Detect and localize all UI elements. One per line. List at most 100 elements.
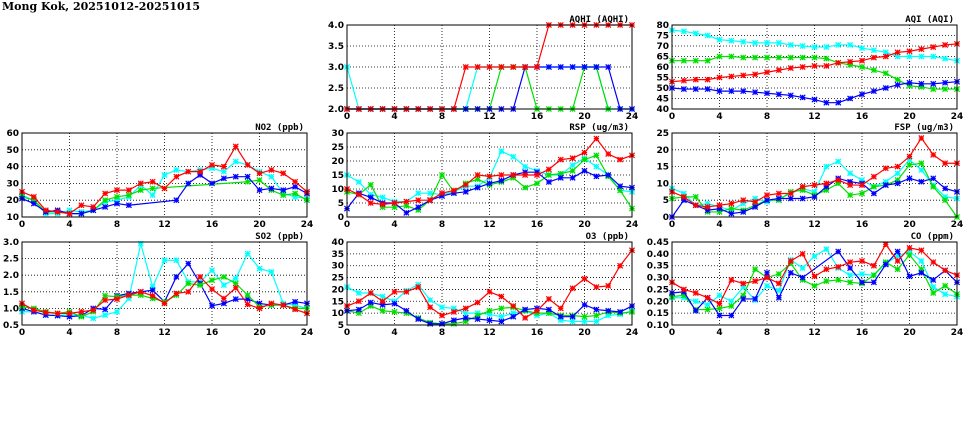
x-tick-label: 20: [578, 112, 591, 122]
y-tick-label: 0: [338, 213, 344, 223]
y-tick-label: 30: [331, 262, 344, 272]
data-point: [367, 289, 374, 297]
data-point: [125, 187, 132, 194]
data-point: [280, 170, 287, 177]
data-point: [716, 208, 723, 215]
x-tick-label: 8: [439, 328, 445, 338]
data-point: [403, 202, 410, 209]
y-tick-label: 50: [6, 146, 19, 156]
data-point: [220, 175, 227, 182]
y-tick-label: 30: [331, 129, 344, 139]
y-tick-label: 15: [656, 163, 669, 173]
data-point: [569, 318, 576, 325]
data-point: [752, 195, 759, 202]
data-point: [220, 273, 227, 280]
data-point: [728, 298, 735, 305]
data-point: [870, 173, 877, 180]
data-point: [811, 54, 818, 61]
panel-title: RSP (ug/m3): [569, 123, 629, 133]
data-point: [858, 279, 866, 286]
data-point: [391, 308, 398, 315]
series-blue: [343, 299, 636, 327]
data-point: [355, 306, 362, 313]
data-point: [522, 163, 529, 170]
panel-title: AQHI (AQHI): [569, 15, 629, 25]
data-point: [942, 160, 949, 167]
data-point: [930, 289, 937, 297]
data-point: [942, 282, 949, 289]
data-point: [593, 318, 600, 325]
data-point: [799, 63, 806, 71]
data-point: [906, 156, 913, 163]
data-point: [569, 313, 576, 320]
data-point: [486, 180, 493, 187]
data-point: [102, 190, 109, 197]
data-point: [799, 195, 806, 202]
x-tick-label: 4: [716, 220, 722, 230]
y-tick-label: 10: [6, 213, 19, 223]
data-point: [918, 135, 925, 142]
y-tick-label: 3.0: [3, 238, 19, 248]
data-point: [102, 312, 109, 319]
data-point: [918, 266, 925, 273]
data-point: [403, 288, 410, 295]
data-point: [185, 180, 192, 187]
data-point: [763, 69, 771, 76]
data-point: [763, 282, 771, 289]
data-point: [102, 292, 109, 299]
data-point: [367, 181, 374, 188]
so2-panel: 0.5 1.0 1.5 2.0 2.5 3.0 0 4 8 12 16 20 24 SO2 (ppb): [3, 232, 313, 338]
data-point: [355, 298, 362, 305]
x-tick-label: 0: [669, 328, 675, 338]
data-point: [740, 88, 747, 95]
y-tick-label: 50: [656, 84, 669, 94]
data-point: [113, 308, 121, 315]
data-point: [569, 162, 576, 169]
data-point: [220, 300, 227, 307]
data-point: [581, 318, 588, 325]
data-point: [522, 171, 529, 179]
x-tick-label: 4: [391, 328, 397, 338]
data-point: [882, 49, 889, 56]
data-point: [787, 92, 794, 99]
x-tick-label: 0: [669, 112, 675, 122]
data-point: [823, 62, 830, 69]
data-point: [208, 165, 216, 172]
data-point: [775, 39, 782, 46]
data-point: [30, 193, 37, 200]
y-tick-label: 60: [6, 129, 19, 139]
data-point: [752, 54, 759, 61]
data-point: [894, 163, 901, 170]
data-point: [882, 84, 889, 92]
data-point: [906, 175, 913, 182]
y-tick-label: 20: [331, 285, 344, 295]
data-point: [752, 266, 759, 273]
data-point: [894, 180, 901, 187]
data-point: [486, 173, 493, 180]
data-point: [799, 265, 806, 272]
y-tick-label: 25: [656, 129, 669, 139]
data-point: [858, 91, 866, 98]
series-green: [668, 252, 961, 313]
data-point: [799, 183, 806, 190]
y-tick-label: 10: [331, 309, 344, 319]
data-point: [391, 199, 398, 207]
data-point: [740, 280, 747, 287]
data-point: [557, 156, 564, 163]
x-tick-label: 16: [856, 220, 869, 230]
data-point: [197, 273, 204, 280]
data-point: [918, 53, 925, 60]
y-tick-label: 40: [656, 105, 669, 115]
data-point: [557, 313, 564, 320]
data-point: [704, 86, 711, 93]
x-tick-label: 4: [716, 112, 722, 122]
data-point: [823, 163, 830, 170]
data-point: [692, 30, 699, 37]
y-tick-label: 3.0: [328, 63, 344, 73]
y-tick-label: 0.10: [647, 321, 669, 331]
x-tick-label: 16: [206, 328, 219, 338]
x-tick-label: 20: [903, 112, 916, 122]
data-point: [740, 38, 747, 45]
data-point: [787, 54, 794, 61]
data-point: [208, 161, 216, 168]
